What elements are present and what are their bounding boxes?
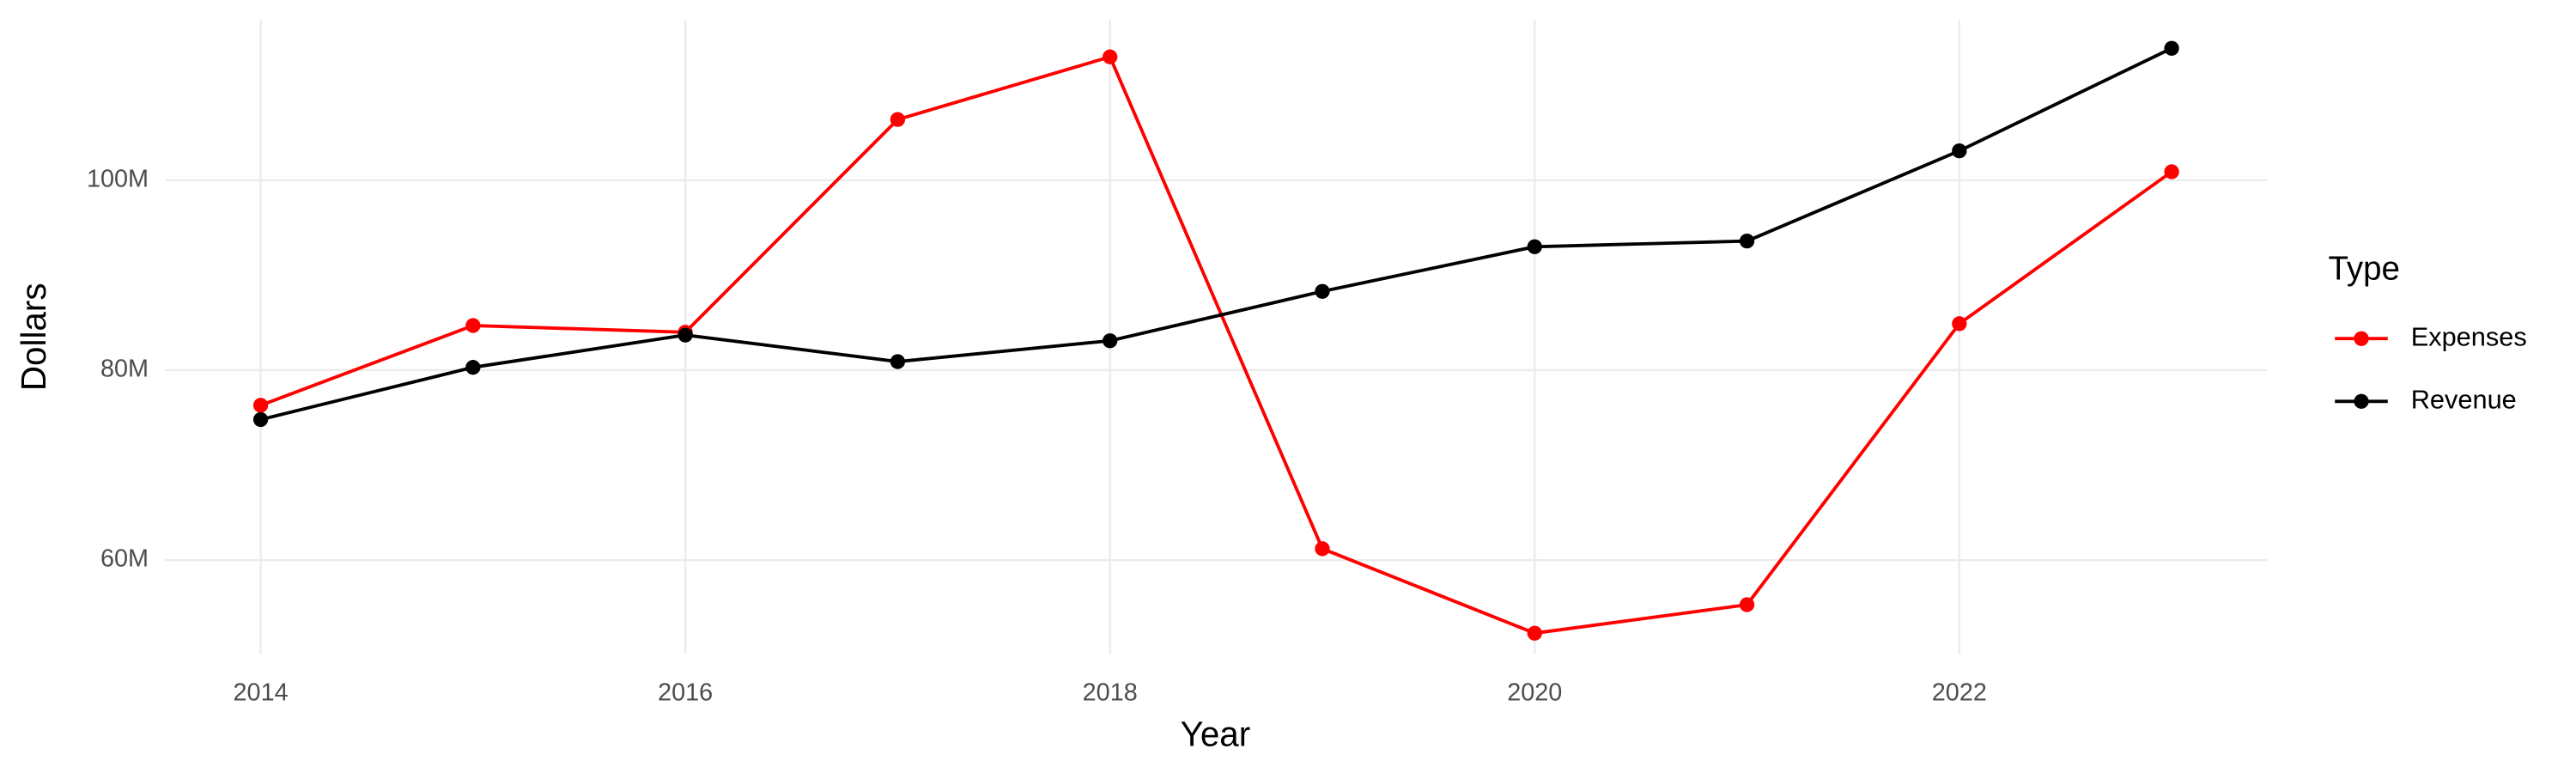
data-point [1739,597,1755,612]
data-point [1315,283,1330,299]
x-axis-title: Year [1181,714,1251,753]
data-point [465,318,481,333]
legend-key-point [2354,393,2369,409]
data-point [677,327,693,343]
y-tick-label: 60M [100,545,149,573]
data-point [1315,541,1330,557]
legend-label: Expenses [2411,321,2527,351]
y-axis-title: Dollars [14,283,53,391]
data-point [1739,234,1755,249]
data-point [465,360,481,375]
y-tick-label: 80M [100,356,149,383]
data-point [1952,316,1967,332]
y-tick-label: 100M [87,166,149,193]
x-tick-label: 2018 [1083,679,1138,706]
x-tick-label: 2014 [234,679,289,706]
x-tick-label: 2016 [658,679,713,706]
data-point [2164,40,2179,56]
data-point [1952,143,1967,159]
data-point [252,411,269,428]
data-point [1103,333,1118,349]
legend-title: Type [2329,251,2400,288]
x-tick-label: 2020 [1507,679,1562,706]
legend-label: Revenue [2411,384,2517,414]
data-point [2164,164,2179,180]
data-point [1103,49,1118,64]
data-point [1527,625,1542,641]
series-line [260,46,2172,422]
data-point [890,354,906,369]
legend-key-point [2354,331,2369,346]
data-point [890,112,906,127]
x-tick-label: 2022 [1932,679,1987,706]
data-point [252,398,269,413]
data-point [1527,239,1542,254]
series-line [259,54,2173,636]
